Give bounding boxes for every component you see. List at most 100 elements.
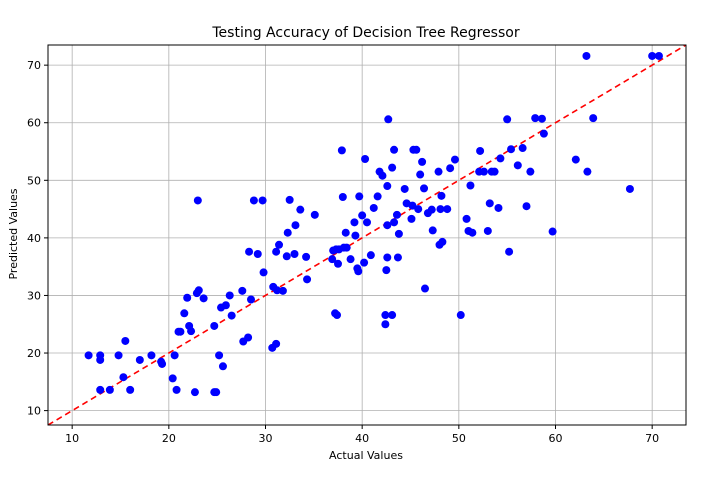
- data-point: [238, 286, 247, 295]
- data-point: [283, 228, 292, 237]
- data-point: [468, 228, 477, 237]
- data-point: [466, 181, 475, 190]
- data-point: [437, 191, 446, 200]
- data-point: [225, 291, 234, 300]
- data-point: [513, 161, 522, 170]
- data-point: [490, 167, 499, 176]
- data-point: [384, 115, 393, 124]
- data-point: [412, 145, 421, 154]
- data-point: [363, 218, 371, 227]
- data-point: [392, 210, 401, 219]
- perfect-prediction-line: [47, 44, 687, 426]
- data-point: [381, 311, 390, 320]
- data-point: [355, 192, 364, 201]
- data-point: [648, 51, 657, 60]
- data-point: [351, 231, 360, 240]
- data-point: [526, 167, 535, 176]
- data-point: [119, 373, 128, 382]
- data-point: [494, 203, 503, 212]
- data-point: [388, 163, 397, 172]
- data-point: [96, 385, 105, 394]
- data-point: [479, 167, 488, 176]
- data-point: [381, 320, 390, 329]
- data-point: [194, 286, 203, 295]
- data-point: [190, 388, 199, 397]
- data-point: [187, 327, 196, 336]
- data-point: [291, 221, 300, 230]
- x-axis-label: Actual Values: [329, 449, 403, 462]
- data-point: [227, 311, 236, 320]
- y-tick-label: 20: [27, 347, 41, 360]
- data-point: [418, 157, 427, 166]
- data-point: [183, 293, 192, 302]
- data-point: [135, 355, 144, 364]
- data-point: [369, 203, 378, 212]
- data-point: [548, 227, 557, 236]
- data-point: [258, 196, 267, 205]
- data-point: [338, 193, 347, 201]
- reference-line-group: [47, 44, 687, 426]
- data-point: [414, 205, 423, 214]
- x-tick-label: 60: [549, 432, 563, 445]
- data-point: [126, 385, 135, 394]
- data-point: [96, 355, 105, 364]
- y-tick-label: 60: [27, 117, 41, 130]
- data-point: [273, 286, 282, 295]
- data-point: [272, 339, 281, 348]
- data-point: [302, 252, 311, 261]
- data-point: [378, 171, 387, 180]
- data-point: [259, 268, 268, 277]
- data-point: [303, 275, 312, 284]
- data-point: [170, 351, 179, 360]
- data-point: [247, 295, 255, 304]
- y-axis-ticks: 10 20 30 40 50 60 70: [27, 59, 48, 418]
- data-point: [210, 321, 219, 330]
- data-point: [158, 359, 167, 368]
- data-point: [114, 351, 123, 360]
- data-point: [407, 214, 416, 223]
- data-point: [571, 155, 580, 164]
- data-point: [505, 247, 514, 256]
- data-point: [147, 351, 156, 360]
- data-point: [328, 255, 337, 264]
- data-point: [428, 226, 437, 235]
- data-point: [390, 145, 399, 154]
- data-point: [450, 155, 459, 164]
- data-point: [589, 114, 598, 123]
- data-point: [383, 253, 392, 262]
- data-point: [275, 240, 284, 249]
- data-point: [434, 167, 443, 176]
- data-point: [282, 252, 291, 261]
- data-point: [446, 164, 455, 173]
- data-point: [84, 351, 93, 360]
- data-point: [176, 327, 185, 336]
- data-point: [296, 205, 305, 214]
- x-tick-label: 50: [452, 432, 466, 445]
- data-point: [427, 205, 436, 214]
- data-point: [485, 199, 494, 208]
- plot-frame: [47, 44, 687, 426]
- data-point: [408, 201, 417, 210]
- data-point: [121, 336, 130, 345]
- data-points: [84, 51, 663, 397]
- data-point: [522, 202, 531, 211]
- data-point: [350, 218, 359, 227]
- data-point: [337, 146, 346, 155]
- data-point: [462, 214, 471, 223]
- data-point: [272, 247, 281, 256]
- data-point: [507, 145, 516, 154]
- data-point: [310, 210, 319, 219]
- data-point: [373, 192, 382, 201]
- x-tick-label: 20: [162, 432, 176, 445]
- data-point: [443, 205, 452, 214]
- y-axis-label: Predicted Values: [7, 188, 20, 279]
- data-point: [221, 301, 230, 310]
- data-point: [354, 267, 363, 276]
- y-tick-label: 50: [27, 174, 41, 187]
- data-point: [436, 205, 445, 214]
- data-point: [333, 311, 342, 320]
- data-point: [168, 374, 177, 383]
- data-point: [342, 243, 351, 252]
